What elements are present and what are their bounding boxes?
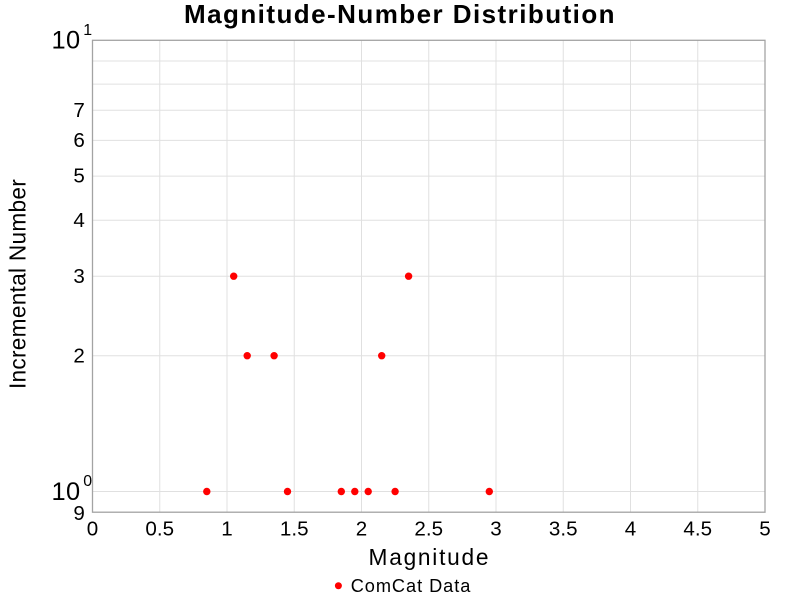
svg-text:5: 5 — [73, 165, 84, 188]
svg-text:2.5: 2.5 — [414, 518, 443, 541]
svg-text:1: 1 — [221, 518, 232, 541]
svg-text:7: 7 — [73, 99, 84, 122]
svg-text:1: 1 — [83, 22, 92, 39]
svg-text:0: 0 — [87, 518, 98, 541]
svg-text:6: 6 — [73, 129, 84, 152]
svg-text:4: 4 — [73, 209, 84, 232]
svg-text:2: 2 — [356, 518, 367, 541]
svg-text:9: 9 — [73, 502, 84, 525]
svg-text:4.5: 4.5 — [683, 518, 712, 541]
svg-text:10: 10 — [51, 478, 80, 506]
svg-text:3.5: 3.5 — [549, 518, 578, 541]
svg-text:Magnitude-Number Distribution: Magnitude-Number Distribution — [184, 0, 616, 29]
svg-text:3: 3 — [490, 518, 501, 541]
svg-text:1.5: 1.5 — [280, 518, 309, 541]
svg-text:Incremental Number: Incremental Number — [5, 179, 31, 389]
svg-text:0: 0 — [83, 473, 92, 490]
svg-text:4: 4 — [625, 518, 636, 541]
svg-text:2: 2 — [73, 344, 84, 367]
svg-text:3: 3 — [73, 265, 84, 288]
svg-text:Magnitude: Magnitude — [369, 544, 491, 570]
svg-text:5: 5 — [759, 518, 770, 541]
svg-text:ComCat Data: ComCat Data — [351, 576, 472, 596]
svg-text:0.5: 0.5 — [145, 518, 174, 541]
svg-text:10: 10 — [51, 26, 80, 54]
